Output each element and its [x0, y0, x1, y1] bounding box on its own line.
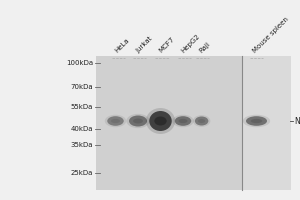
Ellipse shape — [193, 115, 210, 127]
Text: Raji: Raji — [198, 41, 212, 54]
Text: Jurkat: Jurkat — [135, 35, 154, 54]
Ellipse shape — [195, 116, 208, 126]
Text: Mouse spleen: Mouse spleen — [252, 16, 290, 54]
Bar — [243, 56, 291, 190]
Bar — [96, 56, 291, 190]
Ellipse shape — [146, 108, 175, 134]
Ellipse shape — [154, 116, 167, 126]
Text: HeLa: HeLa — [114, 37, 131, 54]
Text: 35kDa: 35kDa — [70, 142, 93, 148]
Text: MCF7: MCF7 — [158, 36, 176, 54]
Text: 25kDa: 25kDa — [70, 170, 93, 176]
Ellipse shape — [105, 115, 126, 127]
Ellipse shape — [129, 116, 147, 127]
Ellipse shape — [133, 119, 143, 123]
Text: HepG2: HepG2 — [180, 33, 201, 54]
Ellipse shape — [198, 119, 205, 123]
Ellipse shape — [107, 116, 124, 126]
Text: NR0B1: NR0B1 — [294, 116, 300, 126]
Text: 70kDa: 70kDa — [70, 84, 93, 90]
Ellipse shape — [172, 115, 194, 127]
Text: 40kDa: 40kDa — [70, 126, 93, 132]
Text: 100kDa: 100kDa — [66, 60, 93, 66]
Ellipse shape — [175, 116, 191, 126]
Ellipse shape — [251, 119, 262, 123]
Text: 55kDa: 55kDa — [70, 104, 93, 110]
Ellipse shape — [178, 119, 188, 123]
Ellipse shape — [111, 119, 120, 123]
Ellipse shape — [246, 116, 267, 126]
Ellipse shape — [126, 114, 150, 128]
Ellipse shape — [149, 111, 172, 131]
Ellipse shape — [243, 115, 270, 127]
